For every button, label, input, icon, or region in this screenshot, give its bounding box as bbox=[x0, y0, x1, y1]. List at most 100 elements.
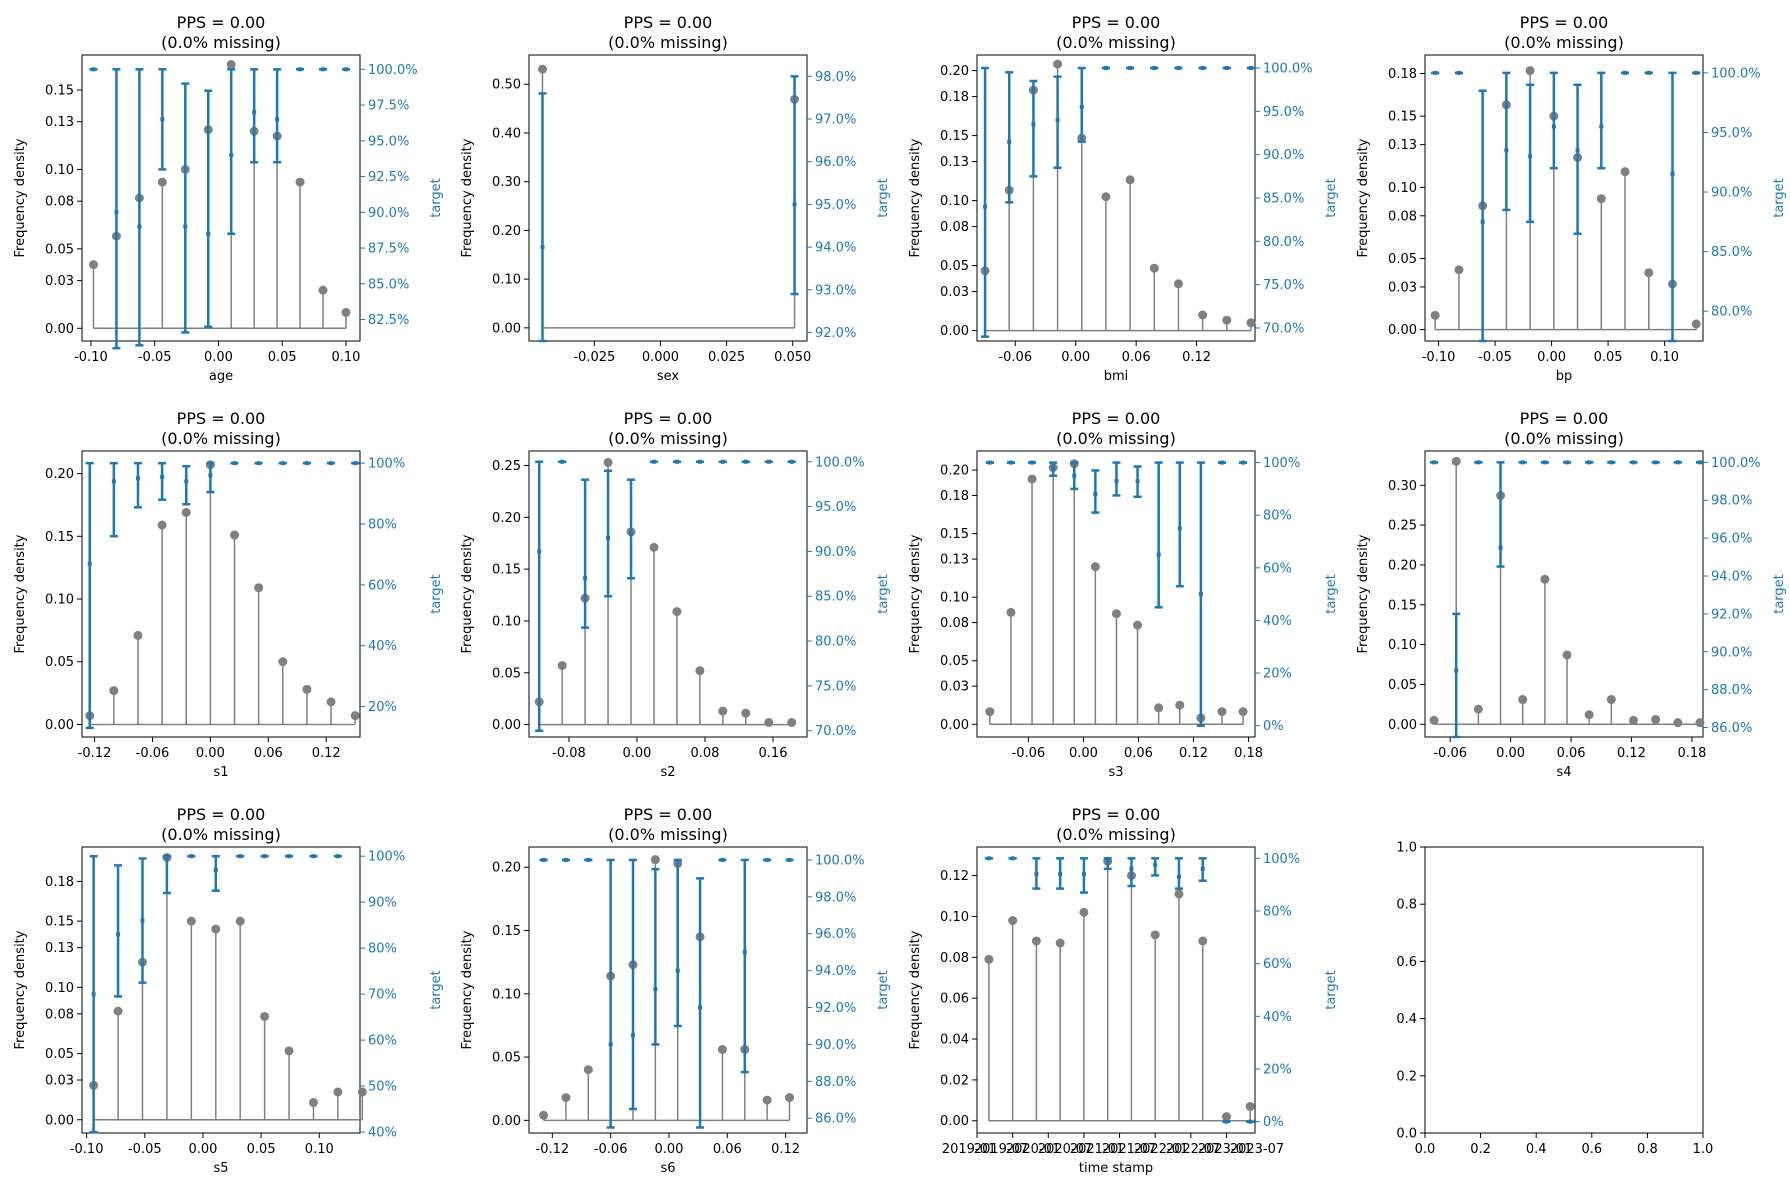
subplot-subtitle: (0.0% missing) bbox=[1504, 429, 1624, 448]
y-tick-label: 0.40 bbox=[492, 126, 521, 141]
freq-marker bbox=[1198, 936, 1208, 946]
target-mean-marker bbox=[1081, 872, 1086, 877]
target-mean-marker bbox=[1153, 862, 1158, 867]
y-tick-label: 0.15 bbox=[940, 129, 969, 144]
y2-tick-label: 100% bbox=[1263, 852, 1300, 867]
x-tick-label: -0.10 bbox=[74, 350, 108, 365]
y2-tick-label: 40% bbox=[368, 639, 397, 654]
y2-tick-label: 97.0% bbox=[815, 113, 856, 128]
y-tick-label: 0.10 bbox=[940, 910, 969, 925]
target-mean-marker bbox=[116, 932, 121, 937]
freq-marker bbox=[672, 607, 682, 617]
freq-marker bbox=[787, 717, 797, 727]
x-axis-label: s2 bbox=[660, 765, 675, 780]
y2-tick-label: 70.0% bbox=[1263, 322, 1304, 337]
y-axis-label: Frequency density bbox=[908, 534, 923, 653]
target-mean-marker bbox=[742, 950, 747, 955]
target-mean-marker bbox=[765, 857, 770, 862]
y2-axis-label: target bbox=[876, 178, 891, 218]
y-tick-label: 0.25 bbox=[1388, 519, 1417, 534]
target-mean-marker bbox=[651, 459, 656, 464]
y2-tick-label: 85.0% bbox=[815, 590, 856, 605]
target-mean-marker bbox=[229, 153, 234, 158]
x-tick-label: 0.06 bbox=[713, 1142, 742, 1157]
freq-marker bbox=[1222, 315, 1232, 325]
y-axis-label: Frequency density bbox=[460, 534, 475, 653]
x-tick-label: 0.0 bbox=[1415, 1142, 1436, 1157]
y2-axis-label: target bbox=[1772, 178, 1787, 218]
target-mean-marker bbox=[792, 202, 797, 207]
y-tick-label: 0.2 bbox=[1396, 1069, 1417, 1084]
y2-axis-label: target bbox=[1324, 574, 1339, 614]
target-mean-marker bbox=[1103, 66, 1108, 70]
target-mean-marker bbox=[787, 857, 792, 862]
target-mean-marker bbox=[1010, 856, 1015, 861]
y-tick-label: 0.18 bbox=[940, 489, 969, 504]
target-mean-marker bbox=[766, 459, 771, 464]
y2-tick-label: 90.0% bbox=[1711, 186, 1752, 201]
freq-marker bbox=[333, 1087, 343, 1097]
y-tick-label: 0.6 bbox=[1396, 955, 1417, 970]
freq-marker bbox=[1173, 279, 1183, 289]
x-tick-label: 0.00 bbox=[204, 350, 233, 365]
y2-tick-label: 94.0% bbox=[815, 964, 856, 979]
x-tick-label: -0.10 bbox=[70, 1142, 104, 1157]
x-tick-label: 0.4 bbox=[1526, 1142, 1547, 1157]
x-tick-label: 0.06 bbox=[1124, 746, 1153, 761]
x-tick-label: 0.6 bbox=[1581, 1142, 1602, 1157]
x-tick-label: 0.10 bbox=[331, 350, 360, 365]
subplot-title: PPS = 0.00 bbox=[624, 409, 713, 428]
freq-marker bbox=[1031, 936, 1041, 946]
x-tick-label: 0.05 bbox=[268, 350, 297, 365]
freq-marker bbox=[157, 520, 167, 530]
x-tick-label: 0.00 bbox=[1537, 350, 1566, 365]
y2-tick-label: 96.0% bbox=[815, 927, 856, 942]
target-mean-marker bbox=[1114, 478, 1119, 483]
target-mean-marker bbox=[1670, 172, 1675, 177]
target-mean-marker bbox=[586, 857, 591, 862]
y2-tick-label: 70% bbox=[368, 988, 397, 1003]
y-tick-label: 0.00 bbox=[45, 718, 74, 733]
target-mean-marker bbox=[1055, 118, 1060, 122]
target-mean-marker bbox=[1675, 460, 1680, 465]
freq-marker bbox=[1451, 456, 1461, 466]
y2-tick-label: 87.5% bbox=[368, 242, 409, 257]
y2-tick-label: 80% bbox=[1263, 904, 1292, 919]
y2-tick-label: 88.0% bbox=[815, 1075, 856, 1090]
y2-tick-label: 0% bbox=[1263, 1115, 1284, 1130]
freq-marker bbox=[254, 583, 264, 593]
target-mean-marker bbox=[1200, 66, 1205, 70]
target-mean-marker bbox=[1599, 124, 1604, 129]
target-mean-marker bbox=[697, 459, 702, 464]
y-tick-label: 0.12 bbox=[940, 869, 969, 884]
target-mean-marker bbox=[1008, 460, 1013, 465]
freq-marker bbox=[1175, 700, 1185, 710]
y2-axis-label: target bbox=[429, 178, 444, 218]
target-mean-marker bbox=[1007, 139, 1012, 144]
x-tick-label: -0.025 bbox=[573, 350, 615, 365]
target-mean-marker bbox=[164, 854, 169, 859]
target-mean-marker bbox=[1248, 1119, 1253, 1124]
target-mean-marker bbox=[560, 459, 565, 464]
x-tick-label: 2023-01 bbox=[1198, 1142, 1252, 1157]
target-mean-marker bbox=[213, 867, 218, 872]
freq-marker bbox=[357, 1087, 367, 1097]
y-tick-label: 0.10 bbox=[45, 163, 74, 178]
target-mean-marker bbox=[1135, 478, 1140, 483]
target-mean-marker bbox=[720, 857, 725, 862]
x-tick-label: 0.18 bbox=[1677, 746, 1706, 761]
subplot-title: PPS = 0.00 bbox=[1072, 13, 1161, 32]
freq-marker bbox=[181, 507, 191, 517]
subplot-7: -0.06 0.00 0.06 0.12 0.18 0.00 0.03 0.05 0.08 0.1… bbox=[908, 409, 1339, 780]
axes-frame bbox=[1424, 846, 1704, 1134]
target-mean-marker bbox=[1198, 592, 1203, 597]
y-tick-label: 0.08 bbox=[940, 616, 969, 631]
x-tick-label: 1.0 bbox=[1693, 1142, 1714, 1157]
freq-marker bbox=[537, 64, 547, 74]
y-tick-label: 0.20 bbox=[45, 467, 74, 482]
freq-marker bbox=[717, 1044, 727, 1054]
y2-tick-label: 92.0% bbox=[815, 1001, 856, 1016]
freq-marker bbox=[1562, 650, 1572, 660]
target-mean-marker bbox=[540, 245, 545, 250]
y-tick-label: 0.00 bbox=[45, 322, 74, 337]
